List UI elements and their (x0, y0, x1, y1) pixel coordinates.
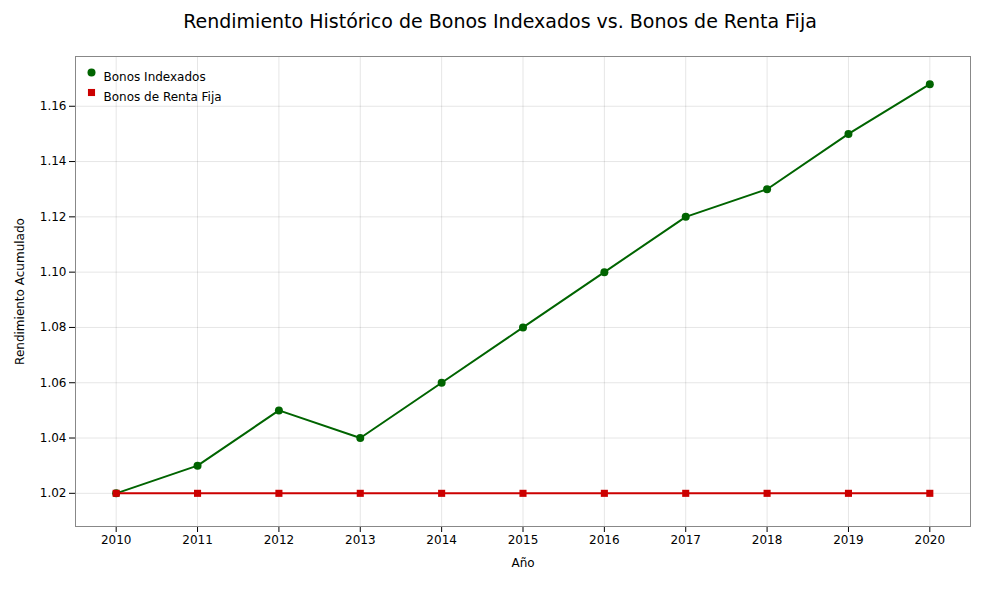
svg-text:2020: 2020 (915, 533, 946, 547)
svg-text:2017: 2017 (670, 533, 701, 547)
svg-text:1.10: 1.10 (40, 265, 67, 279)
svg-text:Año: Año (511, 556, 534, 570)
svg-text:Bonos Indexados: Bonos Indexados (104, 70, 206, 84)
svg-text:2010: 2010 (101, 533, 132, 547)
svg-text:2011: 2011 (182, 533, 213, 547)
svg-text:Bonos de Renta Fija: Bonos de Renta Fija (104, 90, 222, 104)
svg-text:2013: 2013 (345, 533, 376, 547)
svg-text:2014: 2014 (426, 533, 457, 547)
svg-text:1.08: 1.08 (40, 320, 67, 334)
svg-text:1.14: 1.14 (40, 154, 67, 168)
svg-text:2016: 2016 (589, 533, 620, 547)
html-text:Rendimiento Histórico de Bonos: Rendimiento Histórico de Bonos Indexados… (183, 10, 817, 32)
svg-text:2012: 2012 (264, 533, 295, 547)
svg-text:Rendimiento Acumulado: Rendimiento Acumulado (13, 218, 27, 365)
svg-text:1.02: 1.02 (40, 486, 67, 500)
svg-text:2018: 2018 (752, 533, 783, 547)
svg-text:2019: 2019 (833, 533, 864, 547)
svg-text:1.04: 1.04 (40, 431, 67, 445)
svg-text:2015: 2015 (508, 533, 539, 547)
svg-text:1.12: 1.12 (40, 210, 67, 224)
svg-text:1.06: 1.06 (40, 376, 67, 390)
svg-text:1.16: 1.16 (40, 99, 67, 113)
